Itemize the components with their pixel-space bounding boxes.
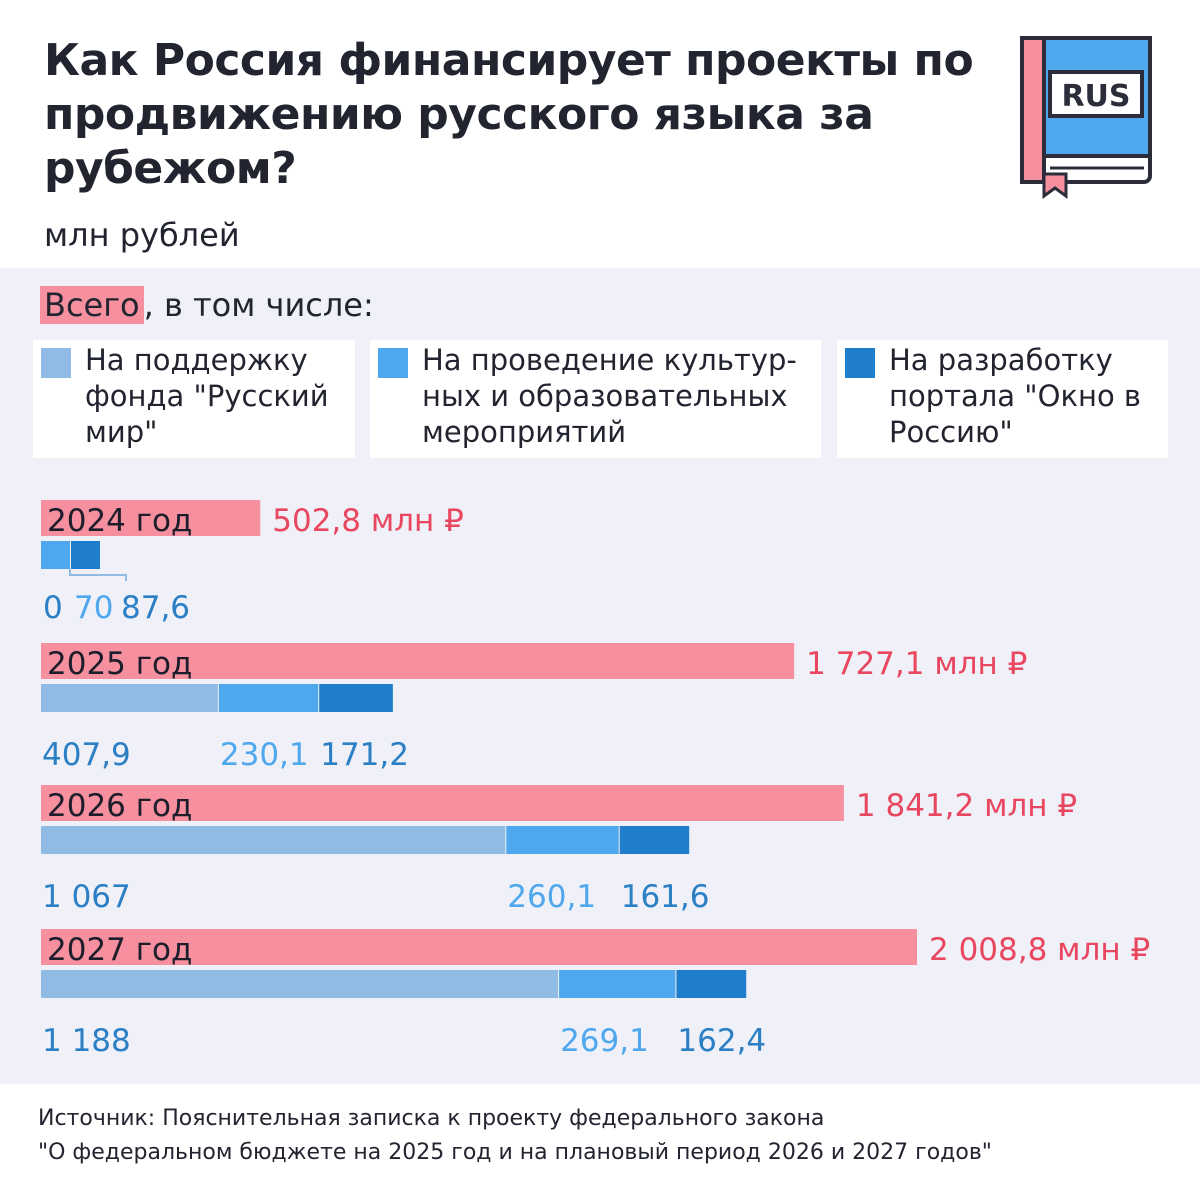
segment-portal-1 [71, 541, 100, 569]
bar-chart: 2024 год 502,8 млн ₽ 0 70 87,6 2025 год 1 727,… [41, 500, 1150, 1059]
source-line-2: "О федеральном бюджете на 2025 год и на … [38, 1140, 992, 1165]
total-highlight: Всего [40, 286, 144, 324]
total-label-1: 502,8 млн ₽ [272, 503, 464, 539]
value-label-events-2: 230,1 [220, 737, 309, 773]
legend-label-russkiy-mir: На поддержку фонда "Русский мир" [85, 343, 329, 449]
segment-portal-3 [619, 826, 690, 854]
value-label-russkiy-mir-1: 0 [43, 590, 63, 626]
book-badge-text: RUS [1061, 79, 1130, 114]
value-label-portal-4: 162,4 [677, 1023, 766, 1059]
source-line-1: Источник: Пояснительная записка к проект… [38, 1106, 825, 1131]
segment-russkiy-mir-2 [41, 684, 218, 712]
segment-portal-4 [676, 970, 747, 998]
total-heading: Всего, в том числе: [40, 286, 374, 324]
legend-label-portal: На разработку портала "Окно в Россию" [889, 343, 1141, 449]
units-label: млн рублей [44, 216, 240, 254]
value-label-portal-2: 171,2 [320, 737, 409, 773]
legend-swatch-events [378, 348, 408, 378]
legend-label-events: На проведение культур-ных и образователь… [422, 343, 797, 449]
value-label-russkiy-mir-3: 1 067 [42, 879, 131, 915]
legend-swatch-portal [845, 348, 875, 378]
segment-russkiy-mir-4 [41, 970, 559, 998]
year-label-4: 2027 год [47, 932, 192, 968]
year-label-2: 2025 год [47, 646, 192, 682]
segment-portal-2 [319, 684, 393, 712]
segment-events-2 [218, 684, 319, 712]
total-heading-rest: , в том числе: [143, 286, 374, 324]
total-label-3: 1 841,2 млн ₽ [856, 788, 1077, 824]
segment-events-1 [41, 541, 70, 569]
total-bar-2 [41, 643, 795, 679]
segment-russkiy-mir-3 [41, 826, 506, 854]
value-label-russkiy-mir-2: 407,9 [42, 737, 131, 773]
value-label-events-4: 269,1 [560, 1023, 649, 1059]
value-label-portal-1: 87,6 [121, 590, 190, 626]
total-bar-4 [41, 929, 917, 965]
total-label-2: 1 727,1 млн ₽ [806, 646, 1027, 682]
total-bar-1 [41, 500, 261, 536]
value-label-events-3: 260,1 [507, 879, 596, 915]
source-note: Источник: Пояснительная записка к проект… [38, 1102, 992, 1170]
legend-item-russkiy-mir: На поддержку фонда "Русский мир" [33, 340, 355, 458]
year-label-3: 2026 год [47, 788, 192, 824]
total-label-4: 2 008,8 млн ₽ [929, 932, 1150, 968]
book-icon: RUS [1020, 36, 1152, 199]
page-title: Как Россия финансирует проекты по продви… [44, 35, 974, 194]
value-label-portal-3: 161,6 [621, 879, 710, 915]
segment-events-3 [506, 826, 619, 854]
year-label-1: 2024 год [47, 503, 192, 539]
value-label-events-1: 70 [74, 590, 113, 626]
legend-item-portal: На разработку портала "Окно в Россию" [837, 340, 1168, 458]
total-bar-3 [41, 785, 844, 821]
value-label-russkiy-mir-4: 1 188 [42, 1023, 131, 1059]
segment-events-4 [559, 970, 676, 998]
legend-swatch-russkiy-mir [41, 348, 71, 378]
legend-item-events: На проведение культур-ных и образователь… [370, 340, 821, 458]
connector-line-1 [69, 569, 127, 581]
